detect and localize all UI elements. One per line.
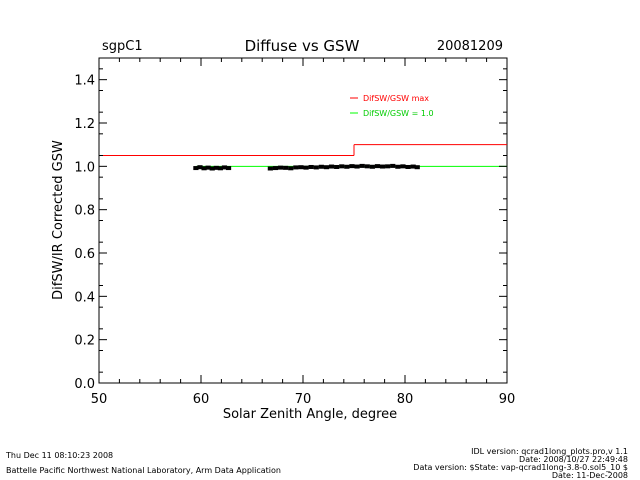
- data-point: [364, 164, 370, 169]
- y-tick-label: 1.2: [74, 117, 95, 132]
- data-point: [225, 166, 232, 171]
- data-point: [349, 164, 355, 169]
- data-point: [405, 164, 411, 169]
- footer-version-line: Date: 11-Dec-2008: [551, 471, 628, 480]
- legend-label-max: DifSW/GSW max: [363, 94, 429, 103]
- data-point: [217, 166, 223, 171]
- x-tick-label: 50: [91, 392, 108, 407]
- data-point: [374, 164, 381, 169]
- data-point: [313, 165, 319, 170]
- data-point: [283, 165, 289, 170]
- x-tick-label: 70: [295, 392, 312, 407]
- y-tick-label: 0.6: [74, 247, 95, 262]
- y-tick-label: 0.2: [74, 334, 95, 349]
- max-ratio-line: [99, 144, 507, 156]
- data-point: [267, 166, 273, 171]
- data-point: [288, 166, 294, 171]
- data-point: [369, 164, 375, 169]
- y-tick-label: 0.4: [74, 290, 95, 305]
- chart-title: Diffuse vs GSW: [245, 37, 360, 55]
- footer-timestamp: Thu Dec 11 08:10:23 2008: [6, 451, 114, 460]
- data-point: [303, 165, 309, 170]
- data-point: [328, 164, 335, 169]
- y-axis-ticks: 0.0 0.2 0.4 0.6 0.8 1.0 1.2 1.4: [74, 68, 507, 392]
- data-point: [272, 166, 279, 171]
- y-tick-label: 0.0: [74, 377, 95, 392]
- y-axis-label: DifSW/IR Corrected GSW: [51, 140, 66, 300]
- legend-label-ref: DifSW/GSW = 1.0: [363, 109, 434, 118]
- data-point: [308, 164, 314, 169]
- data-point: [339, 164, 345, 169]
- data-point: [379, 164, 386, 169]
- data-point: [277, 165, 284, 170]
- y-tick-label: 1.4: [74, 74, 95, 89]
- x-tick-label: 60: [193, 392, 210, 407]
- data-point: [201, 166, 207, 171]
- plot-frame: [98, 57, 508, 384]
- data-point: [318, 164, 324, 169]
- x-tick-label: 80: [397, 392, 414, 407]
- data-point: [205, 165, 211, 170]
- data-point: [298, 165, 304, 170]
- legend: DifSW/GSW max DifSW/GSW = 1.0: [350, 94, 434, 118]
- data-point: [390, 163, 396, 168]
- y-tick-label: 0.8: [74, 204, 95, 219]
- footer-version-line: IDL version: qcrad1long_plots.pro,v 1.1: [471, 447, 628, 456]
- x-axis-label: Solar Zenith Angle, degree: [223, 407, 397, 422]
- data-point: [197, 165, 203, 170]
- data-point: [209, 166, 215, 171]
- data-point: [354, 164, 360, 169]
- data-point: [344, 164, 350, 169]
- x-tick-label: 90: [499, 392, 516, 407]
- date-label: 20081209: [437, 39, 503, 54]
- data-point: [221, 165, 228, 170]
- site-label: sgpC1: [102, 39, 143, 54]
- footer-institution: Battelle Pacific Northwest National Labo…: [6, 466, 281, 475]
- data-point: [395, 164, 401, 169]
- y-tick-label: 1.0: [74, 160, 95, 175]
- data-point: [414, 165, 420, 170]
- data-point: [410, 164, 416, 169]
- data-point: [193, 166, 199, 171]
- footer-version-line: Data version: $State: vap-qcrad1long-3.8…: [413, 463, 628, 472]
- footer-version-line: Date: 2008/10/27 22:49:48: [519, 455, 628, 464]
- x-axis-ticks: 50 60 70 80 90: [91, 58, 516, 407]
- data-point: [400, 164, 406, 169]
- data-point: [359, 163, 365, 168]
- data-point: [334, 164, 340, 169]
- data-point: [385, 164, 391, 169]
- data-point: [213, 165, 219, 170]
- data-points: [193, 163, 420, 171]
- data-point: [293, 165, 299, 170]
- data-point: [323, 165, 330, 170]
